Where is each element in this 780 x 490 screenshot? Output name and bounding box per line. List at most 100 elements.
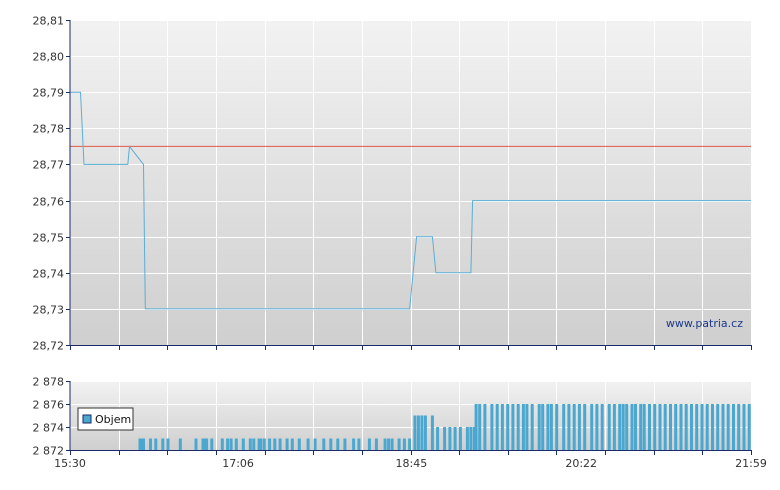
volume-bar	[562, 404, 566, 450]
volume-bar	[474, 404, 478, 450]
volume-bar	[478, 404, 482, 450]
volume-bar	[262, 438, 266, 450]
volume-bar	[220, 438, 224, 450]
volume-y-tick-label: 2 872	[33, 445, 65, 458]
volume-bar	[721, 404, 725, 450]
volume-bar	[472, 427, 476, 450]
volume-bar	[149, 438, 152, 450]
price-line	[70, 91, 751, 310]
volume-bar	[506, 404, 510, 450]
volume-x-axis-ticks: 15:30 17:06 18:45 20:22 21:59	[54, 450, 767, 470]
volume-panel: 2 872 2 874 2 876 2 878 15:30 17:06 18:45 20:2…	[33, 376, 767, 471]
volume-bar	[453, 427, 457, 450]
volume-bar	[397, 438, 401, 450]
volume-bar	[443, 427, 447, 450]
volume-bar	[436, 427, 440, 450]
volume-y-tick-label: 2 876	[33, 399, 65, 412]
price-y-tick-label: 28,73	[33, 304, 65, 317]
volume-bar	[413, 415, 417, 450]
volume-bar	[537, 404, 541, 450]
volume-bar	[138, 438, 142, 450]
volume-bar	[546, 404, 550, 450]
price-y-tick-label: 28,79	[33, 87, 65, 100]
volume-bar	[273, 438, 277, 450]
volume-bar	[642, 404, 646, 450]
volume-bar	[567, 404, 571, 450]
volume-bar	[357, 438, 361, 450]
volume-bar	[430, 415, 434, 450]
x-tick-label: 17:06	[222, 457, 254, 470]
volume-bar	[621, 404, 625, 450]
volume-bar	[541, 404, 545, 450]
volume-bar	[495, 404, 499, 450]
volume-bar	[367, 438, 371, 450]
volume-bar	[201, 438, 205, 450]
volume-bar	[329, 438, 333, 450]
volume-bar	[297, 438, 301, 450]
volume-bar	[634, 404, 637, 450]
volume-bar	[420, 415, 424, 450]
volume-bar	[600, 404, 604, 450]
volume-bar	[259, 438, 263, 450]
volume-bar	[732, 404, 735, 450]
volume-bar	[458, 427, 462, 450]
volume-bar	[674, 404, 678, 450]
price-y-tick-label: 28,77	[33, 159, 65, 172]
volume-bar	[521, 404, 525, 450]
volume-bar	[705, 404, 709, 450]
legend-swatch	[82, 414, 92, 424]
volume-bar	[716, 404, 720, 450]
volume-bar	[423, 415, 427, 450]
volume-bar	[737, 404, 741, 450]
price-grid	[70, 20, 752, 345]
volume-bar	[248, 438, 252, 450]
volume-bar	[469, 427, 473, 450]
volume-bar	[352, 438, 356, 450]
volume-bar	[607, 404, 611, 450]
volume-bar	[726, 404, 730, 450]
price-y-tick-label: 28,76	[33, 196, 65, 209]
volume-bar	[343, 438, 347, 450]
volume-bar	[387, 438, 391, 450]
price-y-tick-label: 28,78	[33, 123, 65, 136]
volume-bar	[583, 404, 587, 450]
volume-bar	[648, 404, 651, 450]
volume-bar	[226, 438, 230, 450]
price-plot-background	[70, 20, 751, 345]
volume-bar	[577, 404, 581, 450]
volume-bar	[625, 404, 629, 450]
volume-bar	[549, 404, 553, 450]
volume-bar	[142, 438, 145, 450]
volume-bar	[684, 404, 688, 450]
volume-bar	[374, 438, 378, 450]
volume-bar	[140, 438, 144, 450]
volume-bar	[483, 404, 487, 450]
volume-bar	[268, 438, 272, 450]
volume-bar	[290, 438, 294, 450]
x-tick-label: 20:22	[565, 457, 597, 470]
volume-bar	[663, 404, 667, 450]
volume-bar	[194, 438, 198, 450]
x-tick-label: 18:45	[396, 457, 428, 470]
price-y-tick-label: 28,81	[33, 15, 65, 28]
volume-bar	[241, 438, 245, 450]
volume-bar	[711, 404, 714, 450]
volume-bar	[669, 404, 672, 450]
volume-y-axis-ticks: 2 872 2 874 2 876 2 878	[33, 376, 70, 458]
volume-bar	[658, 404, 662, 450]
volume-bar	[618, 404, 622, 450]
price-y-tick-label: 28,75	[33, 232, 65, 245]
volume-bar	[383, 438, 387, 450]
volume-bar	[612, 404, 616, 450]
volume-bar	[336, 438, 340, 450]
volume-bar	[252, 438, 256, 450]
watermark: www.patria.cz	[666, 317, 743, 330]
volume-bar	[154, 438, 158, 450]
volume-bar	[178, 438, 182, 450]
volume-bar	[595, 404, 599, 450]
volume-bar	[525, 404, 529, 450]
volume-bar	[679, 404, 683, 450]
volume-bar	[210, 438, 214, 450]
price-x-axis-ticks	[70, 345, 752, 350]
